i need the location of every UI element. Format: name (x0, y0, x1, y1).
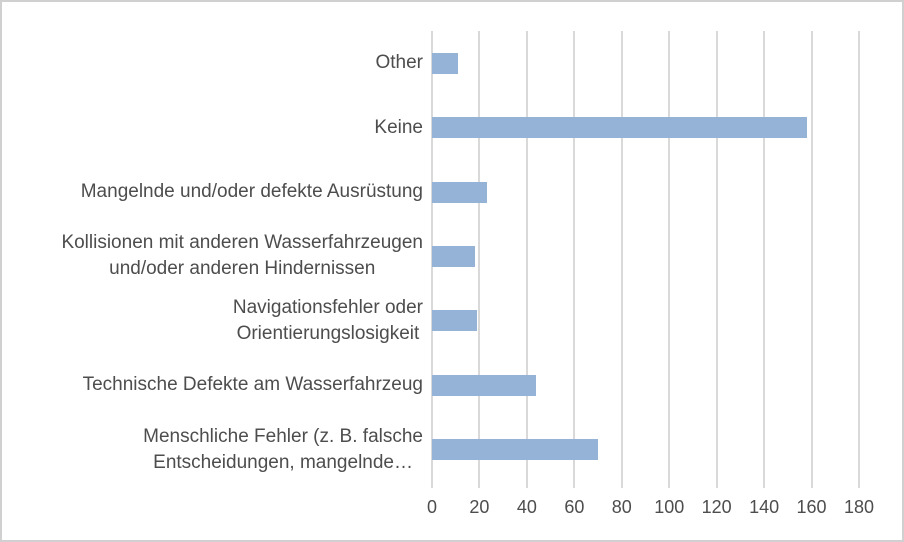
bar (432, 439, 599, 461)
gridline (763, 31, 766, 488)
bar (432, 310, 478, 332)
x-tick-label: 0 (426, 497, 438, 517)
bar (432, 374, 537, 396)
gridline (478, 31, 481, 488)
category-label-text: Keine (374, 116, 423, 138)
category-label: Other (10, 31, 423, 95)
x-tick-label: 180 (843, 497, 875, 517)
category-label: Navigationsfehler oder Orientierungslosi… (10, 289, 423, 353)
x-tick-label: 60 (564, 497, 585, 517)
gridline (858, 31, 860, 488)
category-label: Mangelnde und/oder defekte Ausrüstung (10, 160, 423, 224)
x-tick-label: 40 (516, 497, 537, 517)
x-tick-label: 160 (796, 497, 827, 517)
category-label-text: Kollisionen mit anderen Wasserfahrzeugen… (61, 232, 423, 280)
x-tick-label: 20 (469, 497, 490, 517)
x-tick-label: 80 (611, 497, 632, 517)
x-tick-label: 140 (749, 497, 780, 517)
bar (432, 52, 459, 74)
category-label-text: Menschliche Fehler (z. B. falsche Entsch… (143, 425, 423, 473)
category-axis-labels: Other Keine Mangelnde und/oder defekte Aus… (10, 31, 423, 482)
plot-area (431, 31, 860, 488)
x-tick-label: 120 (701, 497, 732, 517)
category-label-text: Navigationsfehler oder Orientierungslosi… (232, 296, 423, 344)
gridline (573, 31, 576, 488)
gridline (620, 31, 623, 488)
bar (432, 117, 807, 139)
gridline (668, 31, 671, 488)
x-tick-label: 100 (654, 497, 685, 517)
category-label-text: Mangelnde und/oder defekte Ausrüstung (80, 181, 423, 203)
gridline (715, 31, 718, 488)
category-label: Keine (10, 95, 423, 159)
category-label-text: Technische Defekte am Wasserfahrzeug (82, 374, 423, 396)
category-label: Kollisionen mit anderen Wasserfahrzeugen… (10, 224, 423, 288)
category-label: Menschliche Fehler (z. B. falsche Entsch… (10, 418, 423, 482)
bar (432, 181, 487, 203)
bar (432, 246, 475, 267)
gridline (810, 31, 813, 488)
gridline (525, 31, 528, 488)
x-axis-tick-labels: 0 20 40 60 80 100 120 140 160 180 (2, 496, 902, 522)
category-label-text: Other (375, 52, 423, 74)
category-label: Technische Defekte am Wasserfahrzeug (10, 353, 423, 417)
